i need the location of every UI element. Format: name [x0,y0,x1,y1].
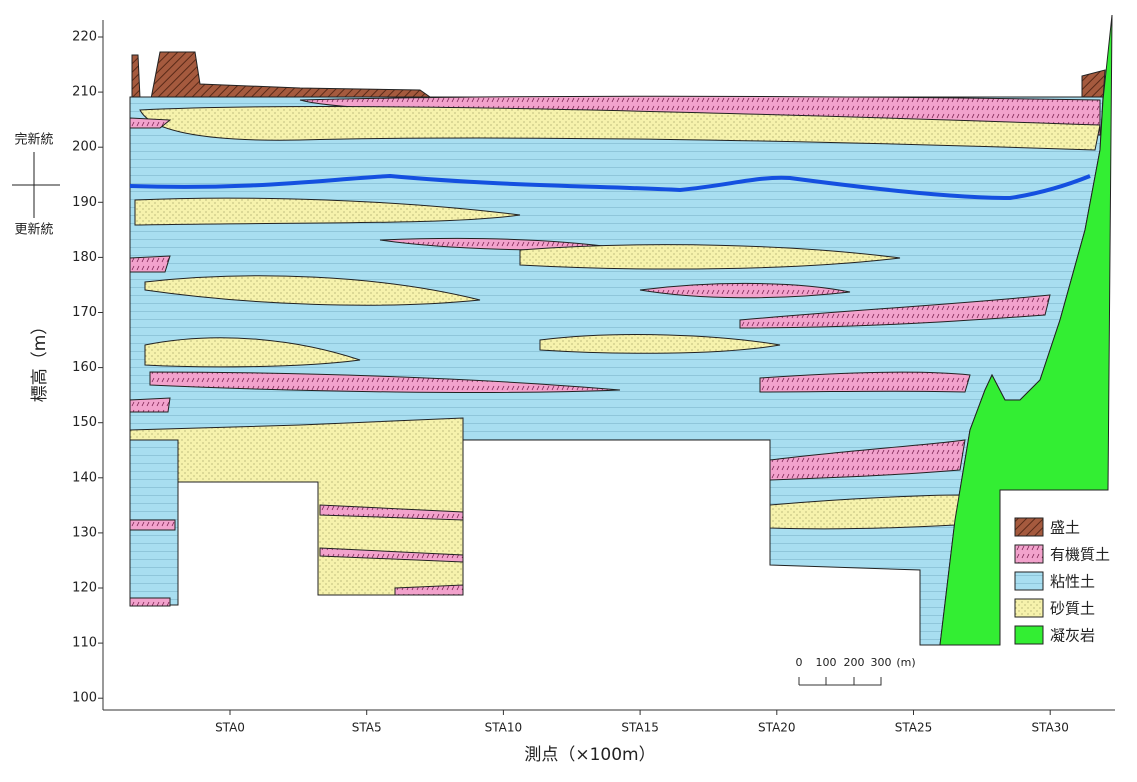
pleistocene-label: 更新統 [14,222,53,238]
y-tick-label: 190 [72,195,97,210]
legend-swatch [1015,599,1043,617]
x-tick-label: STA25 [895,721,933,735]
x-tick-label: STA15 [621,721,659,735]
fill-layer [1082,70,1105,100]
sand-layer [130,418,463,595]
y-tick-label: 220 [72,30,97,45]
y-tick-label: 100 [72,691,97,706]
y-tick-label: 120 [72,581,97,596]
cross-section: 完新統 更新統 標高（m） 測点（×100m） 0 100 200 300 (m) 盛土… [0,0,1137,778]
x-tick-label: STA10 [485,721,523,735]
legend-label: 凝灰岩 [1050,627,1095,645]
y-tick-label: 210 [72,85,97,100]
x-tick-label: STA0 [215,721,245,735]
x-tick-label: STA20 [758,721,796,735]
legend-label: 有機質土 [1050,546,1110,564]
organic-layer [130,398,170,412]
scale-label: 200 [844,656,865,669]
y-tick-label: 110 [72,636,97,651]
organic-layer [130,256,170,272]
y-axis-title: 標高（m） [30,318,50,403]
y-tick-label: 160 [72,360,97,375]
y-tick-label: 170 [72,305,97,320]
y-tick-label: 130 [72,525,97,540]
x-tick-label: STA5 [352,721,382,735]
fill-layer [132,52,430,104]
scale-label: (m) [896,656,915,669]
scale-labels: 0 100 200 300 (m) [796,656,916,669]
legend-swatch [1015,626,1043,644]
legend-label: 砂質土 [1050,600,1095,618]
scale-bar [799,677,881,685]
y-tick-label: 150 [72,415,97,430]
scale-label: 0 [796,656,803,669]
legend-swatch [1015,545,1043,563]
scale-label: 300 [871,656,892,669]
legend-label: 粘性土 [1050,573,1095,591]
scale-label: 100 [816,656,837,669]
y-tick-label: 140 [72,470,97,485]
x-tick-label: STA30 [1031,721,1069,735]
y-tick-label: 180 [72,250,97,265]
legend-swatch [1015,518,1043,536]
legend-swatch [1015,572,1043,590]
y-tick-label: 200 [72,140,97,155]
holocene-label: 完新統 [14,132,53,148]
x-axis-title: 測点（×100m） [524,745,655,765]
legend-label: 盛土 [1050,519,1080,537]
